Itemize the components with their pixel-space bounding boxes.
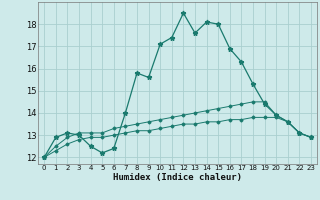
X-axis label: Humidex (Indice chaleur): Humidex (Indice chaleur)	[113, 173, 242, 182]
